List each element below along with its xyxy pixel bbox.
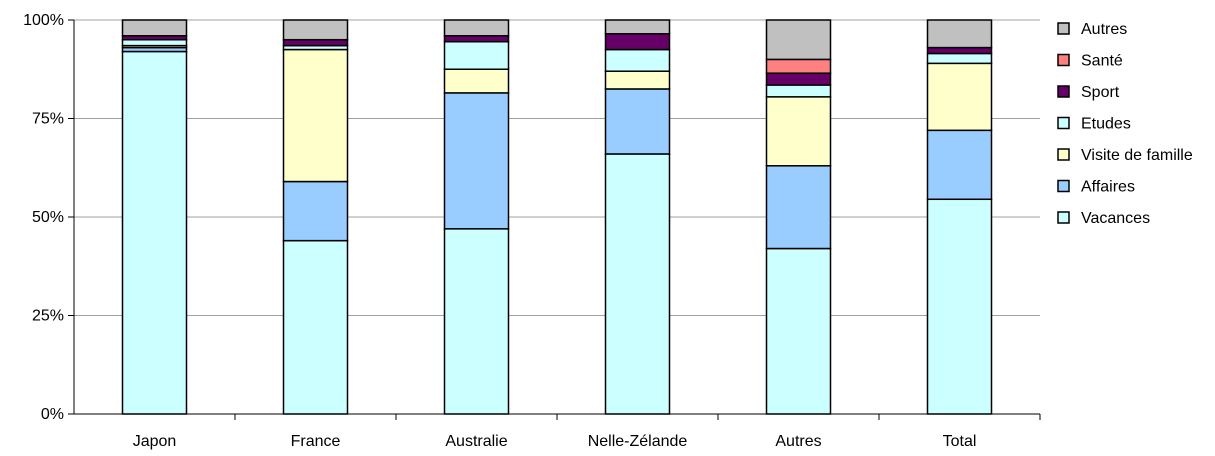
- bar-segment-autres: [443, 19, 510, 37]
- bar-segment-vacances: [121, 50, 188, 415]
- bar-segment-autres: [926, 19, 993, 49]
- legend-label: Vacances: [1081, 210, 1150, 227]
- bar-segment-etudes: [121, 38, 188, 47]
- bar-segment-etudes: [765, 84, 832, 98]
- legend-label: Autres: [1081, 21, 1127, 38]
- bar-segment-visite-de-famille: [443, 68, 510, 94]
- bar-segment-etudes: [604, 48, 671, 72]
- bar-segment-sport: [926, 46, 993, 55]
- bar-segment-vacances: [282, 239, 349, 415]
- legend-swatch: [1057, 179, 1070, 193]
- bar-segment-vacances: [926, 198, 993, 415]
- y-tick-label: 100%: [23, 12, 64, 29]
- legend-swatch: [1057, 22, 1070, 35]
- x-tick-label: Autres: [775, 433, 821, 450]
- legend: Autres Santé Sport Etudes Visite de famille A…: [1057, 21, 1193, 227]
- bar-segment-affaires: [443, 92, 510, 230]
- bar-segment-sport: [765, 72, 832, 86]
- bar-segment-visite-de-famille: [765, 96, 832, 167]
- y-axis-ticks: 0% 25% 50% 75% 100%: [23, 12, 74, 423]
- bar-segment-vacances: [443, 228, 510, 415]
- x-tick-label: Australie: [445, 433, 507, 450]
- y-tick-label: 0%: [41, 406, 64, 423]
- bar-segment-sant-: [765, 58, 832, 74]
- x-tick-label: France: [291, 433, 341, 450]
- bar-segment-affaires: [765, 165, 832, 250]
- legend-label: Etudes: [1081, 116, 1131, 133]
- bar-segment-autres: [121, 19, 188, 37]
- legend-swatch: [1057, 211, 1070, 224]
- bar-segment-affaires: [926, 129, 993, 201]
- bar-segment-autres: [604, 19, 671, 35]
- bar-segment-autres: [282, 19, 349, 41]
- bar-segment-sport: [604, 33, 671, 51]
- bar-segment-visite-de-famille: [926, 62, 993, 132]
- bar-segment-vacances: [604, 153, 671, 415]
- bar-segment-sport: [282, 38, 349, 47]
- legend-swatch: [1057, 116, 1070, 130]
- y-tick-label: 25%: [32, 308, 64, 325]
- x-tick-label: Japon: [133, 433, 177, 450]
- bar-segment-etudes: [926, 52, 993, 65]
- bar-segment-autres: [765, 19, 832, 61]
- bar-segment-visite-de-famille: [282, 48, 349, 183]
- y-tick-label: 75%: [32, 111, 64, 128]
- bar-segment-visite-de-famille: [604, 70, 671, 90]
- legend-swatch: [1057, 148, 1070, 161]
- bars: [121, 19, 993, 415]
- bar-segment-affaires: [604, 88, 671, 155]
- legend-label: Santé: [1081, 53, 1123, 70]
- bar-segment-sport: [443, 35, 510, 43]
- y-tick-label: 50%: [32, 209, 64, 226]
- legend-swatch: [1057, 85, 1070, 98]
- x-axis-ticks: Japon France Australie Nelle-Zélande Autres T…: [133, 414, 1041, 450]
- bar-segment-etudes: [443, 40, 510, 70]
- legend-swatch: [1057, 53, 1070, 67]
- gridlines: [74, 19, 1040, 316]
- legend-label: Affaires: [1081, 179, 1135, 196]
- x-tick-label: Nelle-Zélande: [588, 433, 688, 450]
- bar-segment-vacances: [765, 247, 832, 415]
- x-tick-label: Total: [943, 433, 977, 450]
- bar-segment-affaires: [282, 180, 349, 242]
- legend-label: Visite de famille: [1081, 147, 1193, 164]
- legend-label: Sport: [1081, 84, 1120, 101]
